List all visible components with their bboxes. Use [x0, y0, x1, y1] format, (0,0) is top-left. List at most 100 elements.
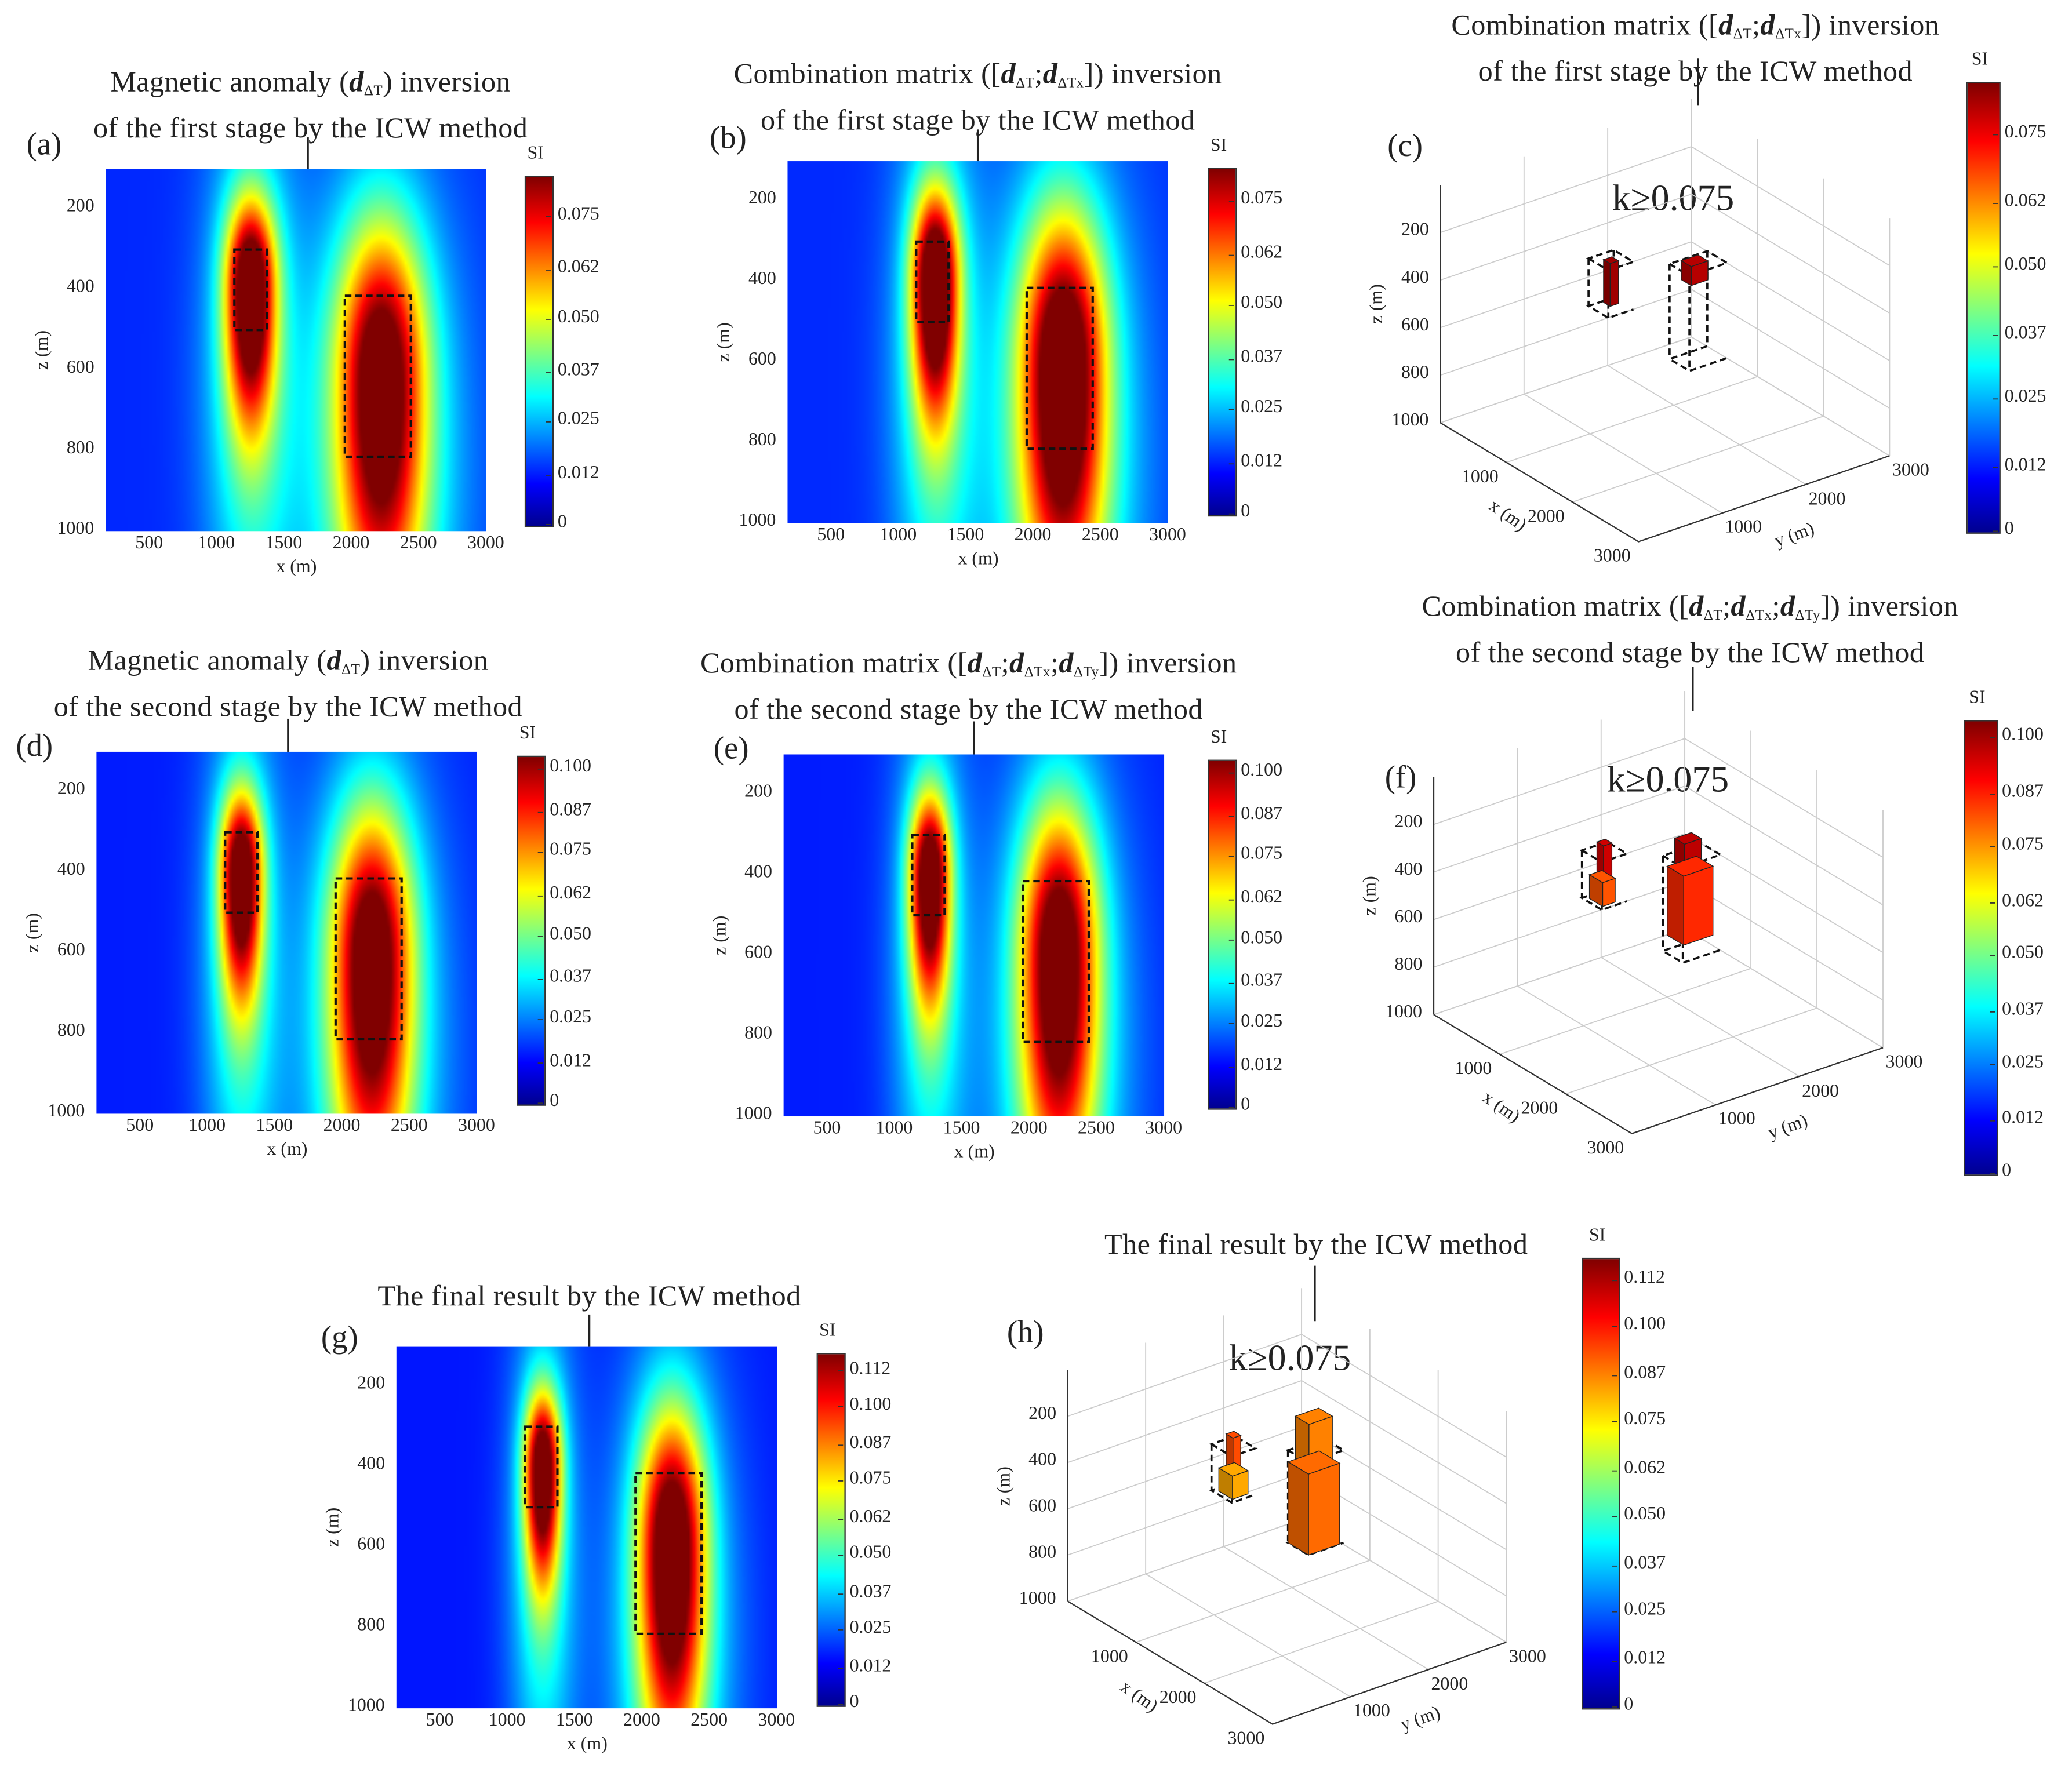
x-tick-label: 2000 — [1527, 507, 1565, 527]
x-axis-label: x (m) — [566, 1734, 608, 1755]
colorbar-tick-label: 0.012 — [1624, 1649, 1666, 1669]
colorbar-tick-label: 0.025 — [1241, 1011, 1283, 1032]
title-segment: Combination matrix ([ — [733, 57, 1001, 90]
threshold-annotation: k≥0.075 — [1606, 759, 1729, 801]
colorbar-tick-label: 0.100 — [849, 1394, 892, 1415]
title-subscript: ΔT — [363, 83, 383, 99]
voxel-face — [1609, 260, 1619, 307]
x-tick-label: 1000 — [879, 526, 917, 546]
source-outline-box — [343, 294, 412, 458]
wall-grid-line — [1433, 928, 1884, 1049]
floor-grid-line — [1506, 376, 1758, 463]
title-segment: ]) inversion — [1820, 589, 1959, 623]
colorbar-tick-label: 0.062 — [1624, 1459, 1666, 1479]
title-segment: ) inversion — [360, 643, 489, 677]
x-tick-label: 2000 — [1521, 1099, 1558, 1119]
title-subscript: ΔT — [982, 664, 1001, 680]
colorbar-tick-label: 0.050 — [2004, 254, 2046, 275]
voxel-face — [1294, 1407, 1333, 1425]
heatmap-image — [787, 161, 1168, 523]
title-segment: Magnetic anomaly ( — [88, 643, 327, 677]
y-tick-label: 1000 — [1725, 518, 1762, 538]
title-segment: Combination matrix ([ — [1451, 8, 1719, 41]
title-segment: of the second stage by the ICW method — [1456, 635, 1925, 669]
z-tick-label: 400 — [1401, 268, 1429, 288]
axes-3d — [1433, 691, 1884, 1134]
colorbar-tick-label: 0.100 — [550, 757, 591, 777]
x-tick-label: 500 — [426, 1711, 454, 1731]
colorbar-tick-label: 0.025 — [1624, 1600, 1666, 1620]
x-tick-label: 1500 — [265, 533, 303, 554]
y-tick-label: 400 — [357, 1455, 386, 1475]
source-outline-box — [524, 1425, 559, 1509]
colorbar-tick-label: 0.075 — [1241, 189, 1283, 209]
x-tick-label: 1500 — [555, 1711, 593, 1731]
title-segment: Combination matrix ([ — [700, 646, 968, 679]
panel-label: (c) — [1387, 129, 1423, 164]
y-tick-label: 1000 — [48, 1101, 85, 1122]
colorbar-label: SI — [1210, 727, 1227, 748]
z-tick-label: 600 — [1401, 315, 1429, 336]
title-segment: d — [1780, 589, 1795, 623]
panel-label: (a) — [26, 128, 62, 163]
colorbar-tick-label: 0 — [1241, 1095, 1251, 1115]
voxel-face — [1308, 1462, 1340, 1556]
title-segment: d — [1009, 646, 1024, 679]
colorbar-tick-label: 0.075 — [550, 840, 591, 861]
x-tick-label: 2000 — [332, 533, 370, 554]
y-tick-label: 1000 — [739, 511, 776, 532]
colorbar — [1964, 720, 1998, 1176]
title-segment: d — [1042, 57, 1058, 90]
source-outline-box — [334, 877, 403, 1041]
wall-grid-line — [1440, 241, 1890, 362]
title-segment: d — [326, 643, 342, 677]
x-tick-label: 1000 — [188, 1116, 226, 1137]
colorbar-tick-label: 0.112 — [849, 1359, 891, 1379]
colorbar-label: SI — [819, 1321, 836, 1341]
title-segment: The final result by the ICW method — [377, 1279, 801, 1312]
y-tick-label: 400 — [744, 863, 773, 883]
axis-line — [1440, 422, 1890, 543]
colorbar-tick-label: 0.037 — [1241, 971, 1283, 992]
title-segment: d — [349, 64, 364, 98]
colorbar-tick-label: 0.062 — [1241, 243, 1283, 264]
axis-line — [1067, 1600, 1507, 1725]
y-tick-label: 2000 — [1808, 489, 1846, 510]
colorbar-tick-label: 0.050 — [2002, 943, 2044, 963]
colorbar-tick-label: 0.025 — [2002, 1052, 2044, 1072]
title-line: of the first stage by the ICW method — [93, 110, 528, 145]
colorbar-tick-label: 0.100 — [1624, 1314, 1666, 1334]
z-tick-label: 200 — [1401, 220, 1429, 241]
voxel-face — [1287, 1461, 1309, 1556]
colorbar-tick-label: 0 — [550, 1091, 559, 1111]
title-segment: d — [1731, 589, 1746, 623]
colorbar-tick-label: 0.050 — [1241, 928, 1283, 948]
wall-grid-line — [1067, 1472, 1507, 1597]
colorbar-tick-label: 0.037 — [1241, 347, 1283, 368]
source-outline-bottom — [1667, 345, 1728, 372]
title-segment: The final result by the ICW method — [1104, 1227, 1528, 1261]
colorbar-tick-label: 0.037 — [557, 361, 599, 381]
source-outline-box — [634, 1472, 703, 1635]
colorbar-tick-label: 0 — [1241, 502, 1251, 522]
title-line: The final result by the ICW method — [377, 1278, 801, 1313]
title-subscript: ΔTx — [1057, 75, 1084, 92]
title-line: of the second stage by the ICW method — [54, 689, 522, 725]
z-tick-label: 800 — [1394, 955, 1423, 976]
colorbar-tick-label: 0.112 — [1624, 1268, 1665, 1289]
voxel-face — [1225, 1431, 1242, 1439]
colorbar-tick-label: 0.025 — [849, 1618, 892, 1638]
title-segment: ; — [1050, 646, 1059, 679]
voxel-face — [1674, 832, 1703, 845]
y-tick-label: 200 — [748, 189, 776, 210]
title-line: Combination matrix ([dΔT;dΔTx]) inversio… — [734, 56, 1222, 102]
x-tick-label: 2000 — [323, 1116, 361, 1137]
title-subscript: ΔT — [1703, 607, 1723, 624]
y-tick-label: 800 — [357, 1615, 386, 1636]
wall-grid-line — [1067, 1380, 1507, 1504]
colorbar-tick-label: 0.025 — [2004, 387, 2046, 407]
colorbar-label: SI — [1588, 1226, 1606, 1246]
colorbar-tick-label: 0.050 — [849, 1543, 892, 1564]
